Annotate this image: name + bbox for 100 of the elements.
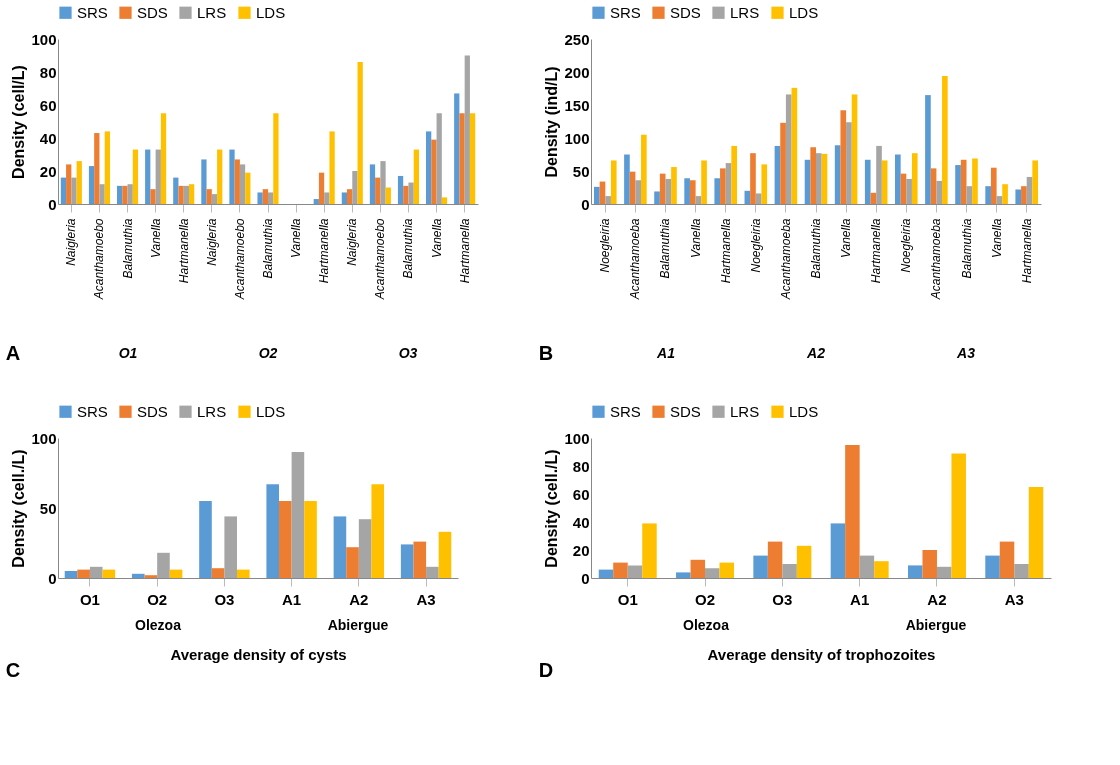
text: C (5, 659, 21, 681)
bar (925, 95, 931, 204)
y-axis-title: Density (cell./L) (10, 449, 28, 568)
bar (753, 555, 768, 578)
bar (1021, 186, 1027, 204)
x-tick-label: Hartmanella (317, 218, 332, 284)
bar (845, 445, 860, 578)
x-tick-label: Noegleiria (598, 218, 613, 273)
y-tick-label: 100 (564, 129, 590, 147)
y-tick-label: 100 (31, 30, 57, 48)
bar (234, 159, 240, 204)
bar (594, 186, 600, 204)
x-tick-label: Naigleria (345, 218, 360, 266)
bar (375, 177, 381, 204)
bar (796, 545, 812, 578)
x-tick-label: Balamuthia (959, 218, 974, 279)
bar (684, 178, 690, 204)
text: O2 (258, 345, 278, 361)
legend-label: SRS (77, 3, 108, 21)
legend-label: LDS (789, 3, 819, 21)
legend-label: LDS (789, 402, 819, 420)
text: D (538, 659, 554, 681)
bar (613, 562, 628, 578)
bar (318, 172, 325, 204)
x-tick-label: O2 (147, 590, 168, 608)
bar (304, 501, 317, 578)
bar (352, 171, 358, 204)
legend-label: SDS (670, 402, 701, 420)
bar (77, 569, 90, 578)
bar (347, 189, 353, 204)
bar (624, 154, 630, 204)
bar (132, 149, 139, 204)
text: A1 (656, 345, 676, 361)
legend-label: LDS (256, 402, 286, 420)
bar (985, 186, 991, 204)
bar (930, 168, 937, 204)
bar (780, 122, 786, 204)
bar (188, 184, 195, 204)
bar (459, 113, 465, 204)
bar (767, 541, 783, 578)
bar (671, 167, 677, 204)
bar (127, 184, 133, 204)
bar (145, 149, 151, 204)
x-tick-label: Hartmanella (869, 218, 884, 284)
bar (217, 149, 223, 204)
y-tick-label: 40 (39, 129, 57, 147)
bar (380, 161, 386, 204)
bar (469, 113, 476, 204)
bar (922, 550, 937, 578)
bar (654, 191, 660, 204)
y-tick-label: 0 (581, 569, 590, 587)
bar (150, 189, 156, 204)
bar (89, 566, 103, 578)
y-tick-label: 50 (572, 162, 590, 180)
bar (426, 566, 439, 578)
x-tick-label: Hartmanella (1019, 218, 1034, 284)
bar (1002, 184, 1008, 204)
x-tick-label: Hartmanella (718, 218, 733, 284)
bar (408, 182, 414, 204)
text: A (5, 342, 21, 364)
x-tick-label: Acanthamoeba (929, 218, 944, 301)
bar (224, 516, 237, 578)
x-tick-label: Noegleiria (899, 218, 914, 273)
bar (239, 164, 246, 204)
y-tick-label: 200 (564, 63, 590, 81)
bar (155, 149, 161, 204)
bar (605, 196, 611, 204)
x-tick-label: Vanella (289, 218, 304, 259)
bar (972, 158, 978, 204)
bar (755, 193, 762, 204)
bar (236, 569, 250, 578)
bar (426, 131, 432, 204)
bar (1032, 160, 1038, 204)
bar (731, 145, 737, 204)
bar (413, 541, 427, 578)
bar (60, 177, 67, 204)
bar (990, 167, 997, 204)
bar (117, 185, 123, 204)
bar (71, 177, 77, 204)
bar (201, 159, 207, 204)
bar (397, 175, 404, 204)
bar (211, 568, 225, 578)
bar (960, 159, 967, 204)
y-tick-label: 50 (39, 499, 57, 517)
x-tick-label: O2 (695, 590, 716, 608)
y-axis-title: Density (cell/L) (10, 65, 28, 179)
x-tick-label: Hartmanella (457, 218, 472, 284)
bar (705, 568, 720, 578)
bar (357, 62, 363, 204)
y-tick-label: 20 (39, 162, 57, 180)
x-tick-label: A2 (927, 590, 947, 608)
legend-label: SDS (137, 3, 168, 21)
bar (329, 131, 335, 204)
bar (690, 559, 706, 578)
bar (413, 149, 419, 204)
legend-label: LRS (197, 402, 227, 420)
x-axis-title: Average density of trophozoites (707, 645, 936, 663)
bar (268, 192, 274, 204)
bar (88, 166, 95, 204)
bar (895, 154, 901, 204)
